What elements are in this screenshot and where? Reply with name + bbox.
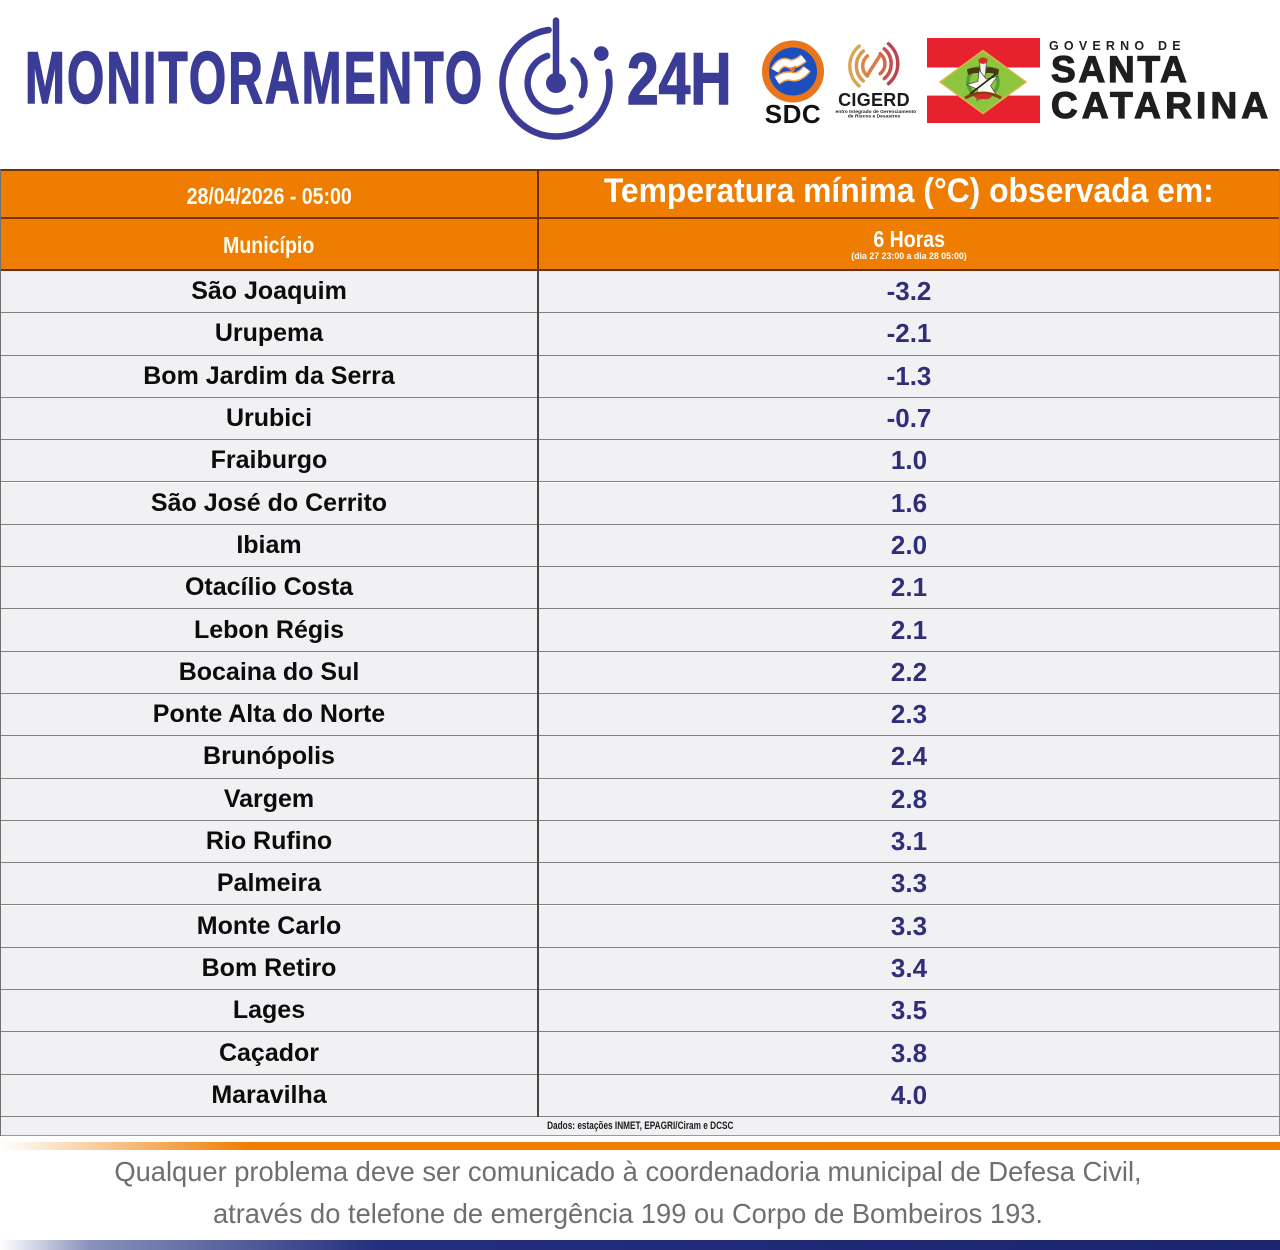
svg-text:de Riscos e Desastres: de Riscos e Desastres <box>848 114 901 120</box>
svg-text:SDC: SDC <box>765 99 821 129</box>
svg-text:Centro Integrado de Gerenciame: Centro Integrado de Gerenciamento <box>835 109 916 115</box>
svg-text:CIGERD: CIGERD <box>838 90 910 110</box>
